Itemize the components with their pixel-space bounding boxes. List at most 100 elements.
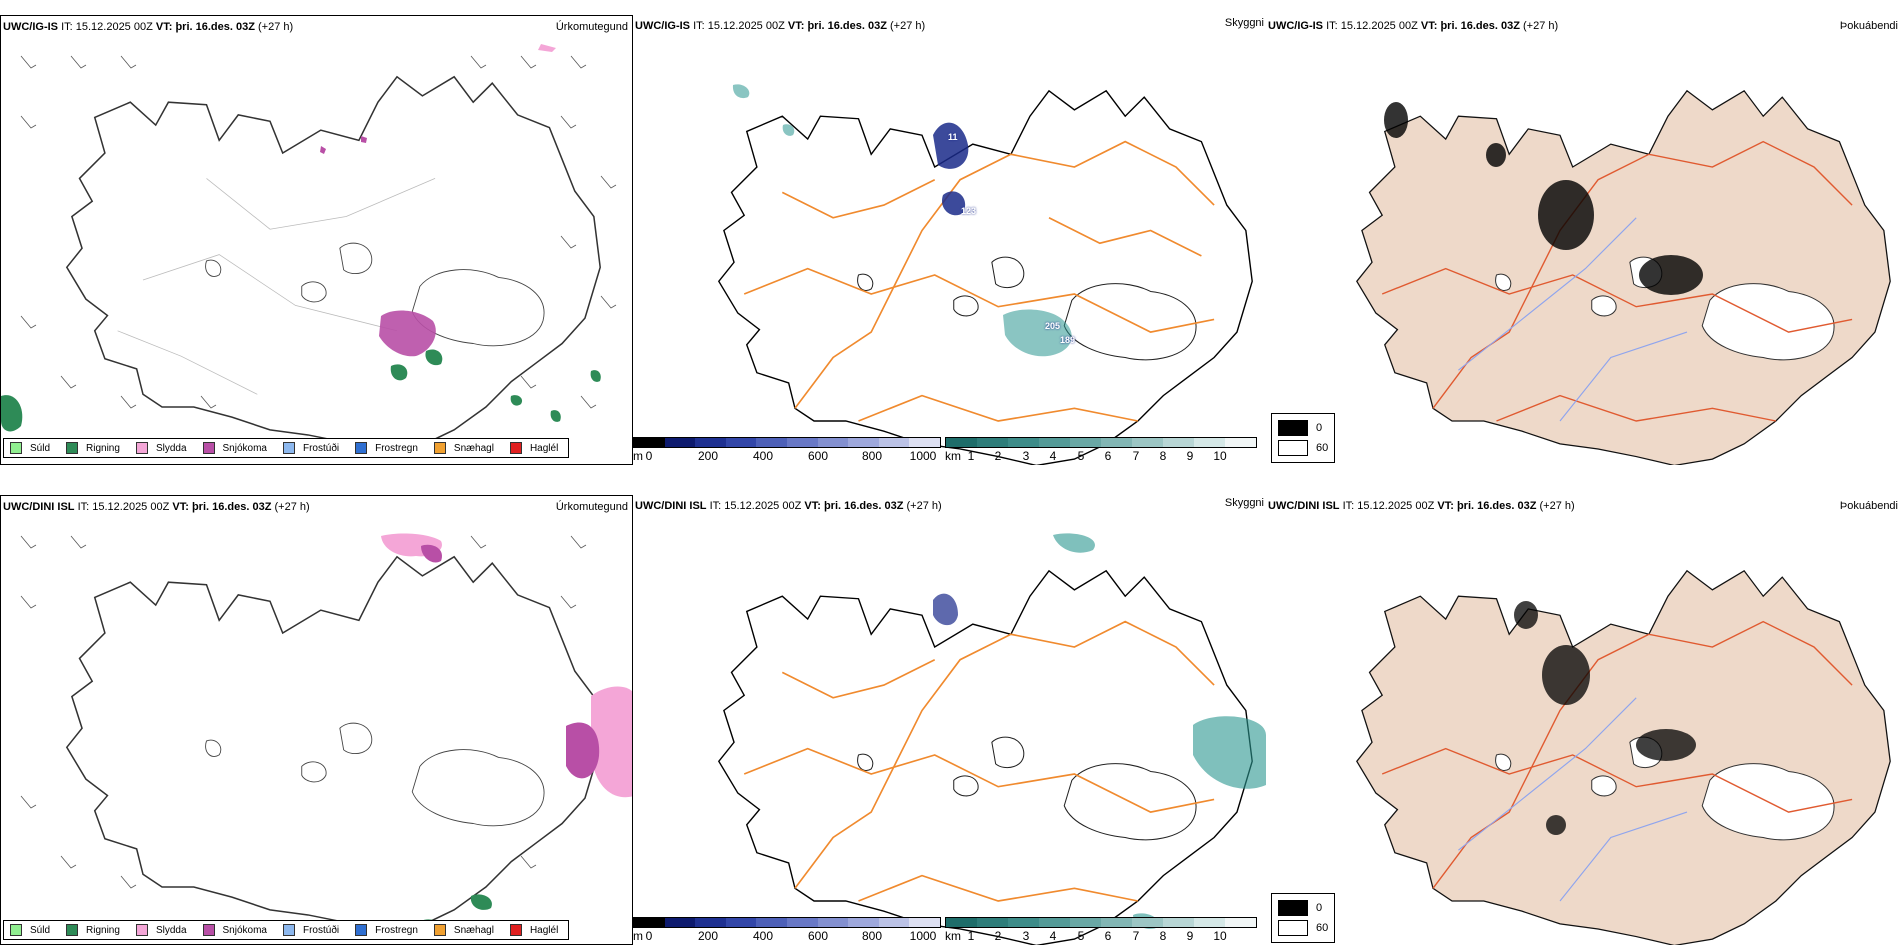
legend-item-rigning: Rigning [66, 442, 120, 454]
visibility-panel-row1: UWC/IG-IS IT: 15.12.2025 00Z VT: þri. 16… [633, 15, 1266, 465]
visibility-tick: 2 [994, 449, 1002, 463]
visibility-tick: 10 [1213, 449, 1227, 463]
legend-item-sudd: Súld [10, 924, 50, 936]
height-tick: 600 [807, 449, 829, 463]
fog-areas [1384, 102, 1703, 295]
visibility-tick: 1 [967, 929, 975, 943]
fog-legend-item: 60 [1278, 918, 1328, 938]
visibility-tick: 10 [1213, 929, 1227, 943]
legend-item-frostregn: Frostregn [355, 924, 418, 936]
fog-map [1356, 90, 1891, 465]
fog-legend: 0 60 [1271, 893, 1336, 943]
height-unit: m [633, 929, 643, 943]
precip-panel-row2: UWC/DINI ISL IT: 15.12.2025 00Z VT: þri.… [0, 495, 633, 945]
visibility-colorbar [945, 437, 1257, 448]
panel-title: Úrkomutegund [555, 501, 628, 513]
visibility-areas [933, 533, 1266, 929]
fog-legend-item: 0 [1278, 418, 1328, 438]
fog-legend: 0 60 [1271, 413, 1336, 463]
legend-item-snjokoma: Snjókoma [202, 442, 267, 454]
panel-title: Þokuábendi [1839, 500, 1898, 512]
height-tick: 200 [697, 449, 719, 463]
precip-map [1, 44, 617, 458]
visibility-tick: 4 [1049, 449, 1057, 463]
precip-legend: Súld Rigning Slydda Snjókoma Frostúði Fr… [3, 438, 570, 458]
legend-item-snaehagl: Snæhagl [433, 924, 494, 936]
height-tick: 400 [752, 929, 774, 943]
fog-areas [1514, 601, 1696, 835]
visibility-areas [732, 84, 1072, 357]
visibility-tick: 8 [1159, 929, 1167, 943]
fog-legend-item: 60 [1278, 438, 1328, 458]
visibility-tick: 4 [1049, 929, 1057, 943]
precip-areas [381, 533, 632, 935]
height-label: 205 [1045, 321, 1061, 331]
height-label: 123 [961, 206, 977, 216]
height-colorbar [633, 917, 941, 928]
visibility-tick: 1 [967, 449, 975, 463]
height-label: 11 [948, 132, 958, 142]
legend-item-snjokoma: Snjókoma [202, 924, 267, 936]
visibility-map [718, 533, 1266, 945]
visibility-colorbar [945, 917, 1257, 928]
visibility-tick: 9 [1186, 929, 1194, 943]
panel-header: UWC/DINI ISL IT: 15.12.2025 00Z VT: þri.… [3, 501, 310, 513]
visibility-map [718, 84, 1253, 465]
visibility-tick: 5 [1077, 929, 1085, 943]
fog-legend-item: 0 [1278, 898, 1328, 918]
visibility-tick: 7 [1132, 929, 1140, 943]
height-colorbar [633, 437, 941, 448]
panel-header: UWC/IG-IS IT: 15.12.2025 00Z VT: þri. 16… [1268, 20, 1559, 32]
wind-barbs [20, 55, 617, 409]
height-tick: 400 [752, 449, 774, 463]
wind-barbs [20, 535, 587, 889]
precip-panel-row1: UWC/IG-IS IT: 15.12.2025 00Z VT: þri. 16… [0, 15, 633, 465]
visibility-unit: km [945, 449, 961, 463]
legend-item-frostregn: Frostregn [355, 442, 418, 454]
fog-map [1356, 570, 1891, 945]
panel-title: Skyggni [1224, 497, 1264, 509]
height-tick: 800 [861, 449, 883, 463]
visibility-tick: 5 [1077, 449, 1085, 463]
height-tick: 0 [645, 929, 653, 943]
visibility-tick: 6 [1104, 929, 1112, 943]
panel-header: UWC/DINI ISL IT: 15.12.2025 00Z VT: þri.… [635, 500, 942, 512]
visibility-tick: 2 [994, 929, 1002, 943]
legend-item-frostudi: Frostúði [282, 442, 339, 454]
height-tick: 600 [807, 929, 829, 943]
panel-title: Úrkomutegund [555, 21, 628, 33]
fog-panel-row2: UWC/DINI ISL IT: 15.12.2025 00Z VT: þri.… [1266, 495, 1900, 945]
panel-header: UWC/DINI ISL IT: 15.12.2025 00Z VT: þri.… [1268, 500, 1575, 512]
height-tick: 1000 [909, 449, 937, 463]
visibility-tick: 3 [1022, 929, 1030, 943]
panel-title: Skyggni [1224, 17, 1264, 29]
visibility-tick: 9 [1186, 449, 1194, 463]
height-label: 189 [1060, 335, 1076, 345]
visibility-unit: km [945, 929, 961, 943]
height-unit: m [633, 449, 643, 463]
visibility-tick: 8 [1159, 449, 1167, 463]
visibility-tick: 3 [1022, 449, 1030, 463]
panel-header: UWC/IG-IS IT: 15.12.2025 00Z VT: þri. 16… [635, 20, 926, 32]
height-tick: 0 [645, 449, 653, 463]
visibility-panel-row2: UWC/DINI ISL IT: 15.12.2025 00Z VT: þri.… [633, 495, 1266, 945]
panel-header: UWC/IG-IS IT: 15.12.2025 00Z VT: þri. 16… [3, 21, 294, 33]
legend-item-frostudi: Frostúði [282, 924, 339, 936]
height-tick: 800 [861, 929, 883, 943]
legend-item-haglel: Haglél [509, 442, 558, 454]
visibility-tick: 6 [1104, 449, 1112, 463]
height-tick: 200 [697, 929, 719, 943]
legend-item-slydda: Slydda [135, 442, 187, 454]
legend-item-snaehagl: Snæhagl [433, 442, 494, 454]
legend-item-slydda: Slydda [135, 924, 187, 936]
fog-panel-row1: UWC/IG-IS IT: 15.12.2025 00Z VT: þri. 16… [1266, 15, 1900, 465]
panel-title: Þokuábendi [1839, 20, 1898, 32]
height-tick: 1000 [909, 929, 937, 943]
precip-areas [1, 44, 601, 458]
legend-item-haglel: Haglél [509, 924, 558, 936]
legend-item-rigning: Rigning [66, 924, 120, 936]
visibility-tick: 7 [1132, 449, 1140, 463]
precip-legend: Súld Rigning Slydda Snjókoma Frostúði Fr… [3, 920, 570, 940]
legend-item-sudd: Súld [10, 442, 50, 454]
precip-map [20, 533, 632, 935]
